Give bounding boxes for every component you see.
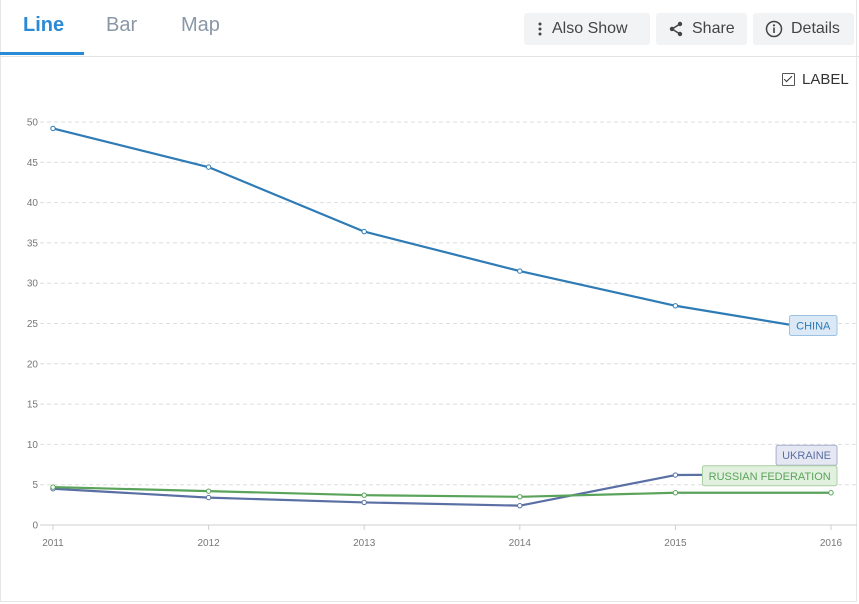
series-label-box xyxy=(775,444,838,466)
details-label: Details xyxy=(791,20,840,37)
data-point-china[interactable] xyxy=(361,228,367,235)
y-tick-label: 35 xyxy=(27,238,39,249)
series-label-china: CHINA xyxy=(789,315,838,337)
x-tick-label: 2012 xyxy=(197,538,220,549)
series-line-china[interactable] xyxy=(52,127,832,333)
axes: 0 5 10 15 20 25 30 35 40 45 50 2011 2012 2013 2014 2015… xyxy=(27,118,857,549)
x-tick-label: 2015 xyxy=(664,538,687,549)
data-point-russian-federation[interactable] xyxy=(828,490,834,496)
tab-line[interactable]: Line xyxy=(23,14,65,36)
data-point-russian-federation[interactable] xyxy=(50,484,56,490)
data-point-russian-federation[interactable] xyxy=(672,490,679,496)
y-tick-label: 30 xyxy=(27,279,39,290)
label-toggle-text: LABEL xyxy=(802,71,849,88)
y-tick-label: 5 xyxy=(32,480,38,491)
data-point-russian-federation[interactable] xyxy=(361,492,367,498)
series-label-text: UKRAINE xyxy=(782,450,831,462)
info-icon xyxy=(765,20,783,38)
x-tick-label: 2011 xyxy=(42,538,64,549)
share-icon xyxy=(669,21,683,37)
share-button[interactable]: Share xyxy=(656,13,747,45)
series-label-russian-federation: RUSSIAN FEDERATION xyxy=(701,465,838,487)
data-point-ukraine[interactable] xyxy=(672,472,679,478)
data-point-ukraine[interactable] xyxy=(361,499,367,506)
series xyxy=(50,125,834,509)
y-tick-label: 50 xyxy=(27,118,39,129)
y-tick-label: 0 xyxy=(32,521,38,532)
y-tick-label: 25 xyxy=(27,319,39,330)
data-point-china[interactable] xyxy=(517,268,523,274)
series-label-text: RUSSIAN FEDERATION xyxy=(709,471,831,483)
data-point-china[interactable] xyxy=(50,125,56,132)
grid-lines xyxy=(40,121,857,486)
x-tick-label: 2016 xyxy=(820,538,843,549)
tab-bar[interactable]: Bar xyxy=(106,14,138,36)
tab-map[interactable]: Map xyxy=(181,14,220,36)
data-point-china[interactable] xyxy=(672,303,679,309)
more-vertical-icon xyxy=(538,22,542,36)
also-show-label: Also Show xyxy=(552,20,628,37)
series-label-box xyxy=(789,315,838,337)
active-tab-indicator xyxy=(0,52,84,55)
series-label-box xyxy=(701,465,838,487)
series-label-ukraine: UKRAINE xyxy=(775,444,838,466)
x-tick-label: 2014 xyxy=(509,538,532,549)
series-labels: CHINA UKRAINE RUSSIAN FEDERATION xyxy=(701,315,838,487)
data-point-russian-federation[interactable] xyxy=(205,488,212,494)
view-tabs: Line Bar Map xyxy=(0,0,859,57)
y-tick-label: 10 xyxy=(27,440,39,451)
y-tick-label: 40 xyxy=(27,198,39,209)
data-point-russian-federation[interactable] xyxy=(517,494,523,500)
series-label-text: CHINA xyxy=(796,321,831,333)
y-tick-label: 15 xyxy=(27,400,39,411)
share-label: Share xyxy=(692,20,735,37)
also-show-button[interactable]: Also Show xyxy=(524,13,650,45)
y-tick-label: 45 xyxy=(27,158,39,169)
x-tick-label: 2013 xyxy=(353,538,376,549)
details-button[interactable]: Details xyxy=(753,13,854,45)
series-line-russian-federation[interactable] xyxy=(52,486,831,498)
data-point-ukraine[interactable] xyxy=(517,502,523,509)
data-point-china[interactable] xyxy=(205,164,212,170)
y-tick-label: 20 xyxy=(27,359,39,370)
data-point-ukraine[interactable] xyxy=(205,494,212,501)
label-checkbox[interactable] xyxy=(782,73,795,86)
label-toggle[interactable]: LABEL xyxy=(782,71,849,88)
series-line-ukraine[interactable] xyxy=(52,473,832,507)
